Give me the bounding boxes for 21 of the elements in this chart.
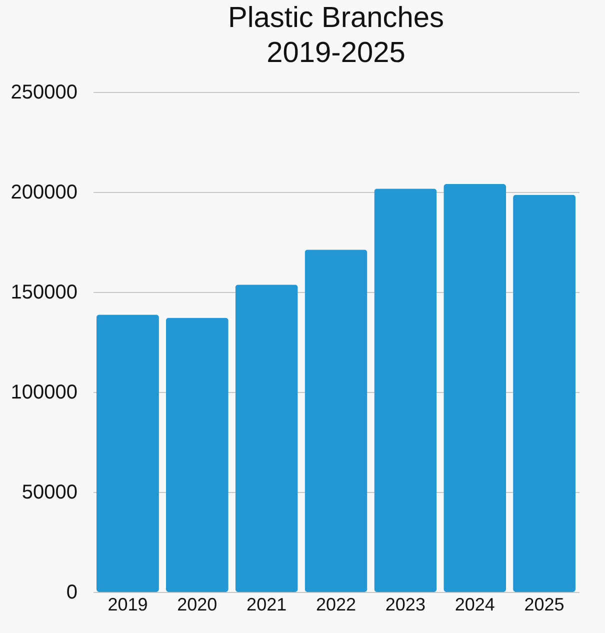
y-tick-label: 150000 — [10, 282, 78, 304]
bar — [96, 314, 159, 592]
x-tick-label: 2021 — [246, 594, 287, 614]
y-tick-label: 250000 — [10, 82, 78, 104]
chart-title: Plastic Branches 2019-2025 — [228, 2, 444, 69]
bar — [304, 250, 368, 592]
y-tick-label: 50000 — [22, 482, 78, 504]
bar — [166, 318, 228, 592]
x-tick-label: 2019 — [108, 594, 148, 614]
y-tick-label: 100000 — [10, 382, 78, 404]
bar — [374, 188, 437, 592]
x-tick-label: 2020 — [177, 594, 218, 614]
y-tick-label: 0 — [66, 582, 78, 604]
bar — [444, 184, 506, 592]
x-tick-label: 2025 — [524, 594, 564, 614]
x-tick-label: 2024 — [454, 594, 495, 614]
bar — [513, 194, 576, 592]
x-tick-label: 2023 — [385, 594, 426, 614]
bar — [235, 284, 298, 592]
x-tick-label: 2022 — [316, 594, 356, 614]
y-tick-label: 200000 — [10, 182, 78, 204]
